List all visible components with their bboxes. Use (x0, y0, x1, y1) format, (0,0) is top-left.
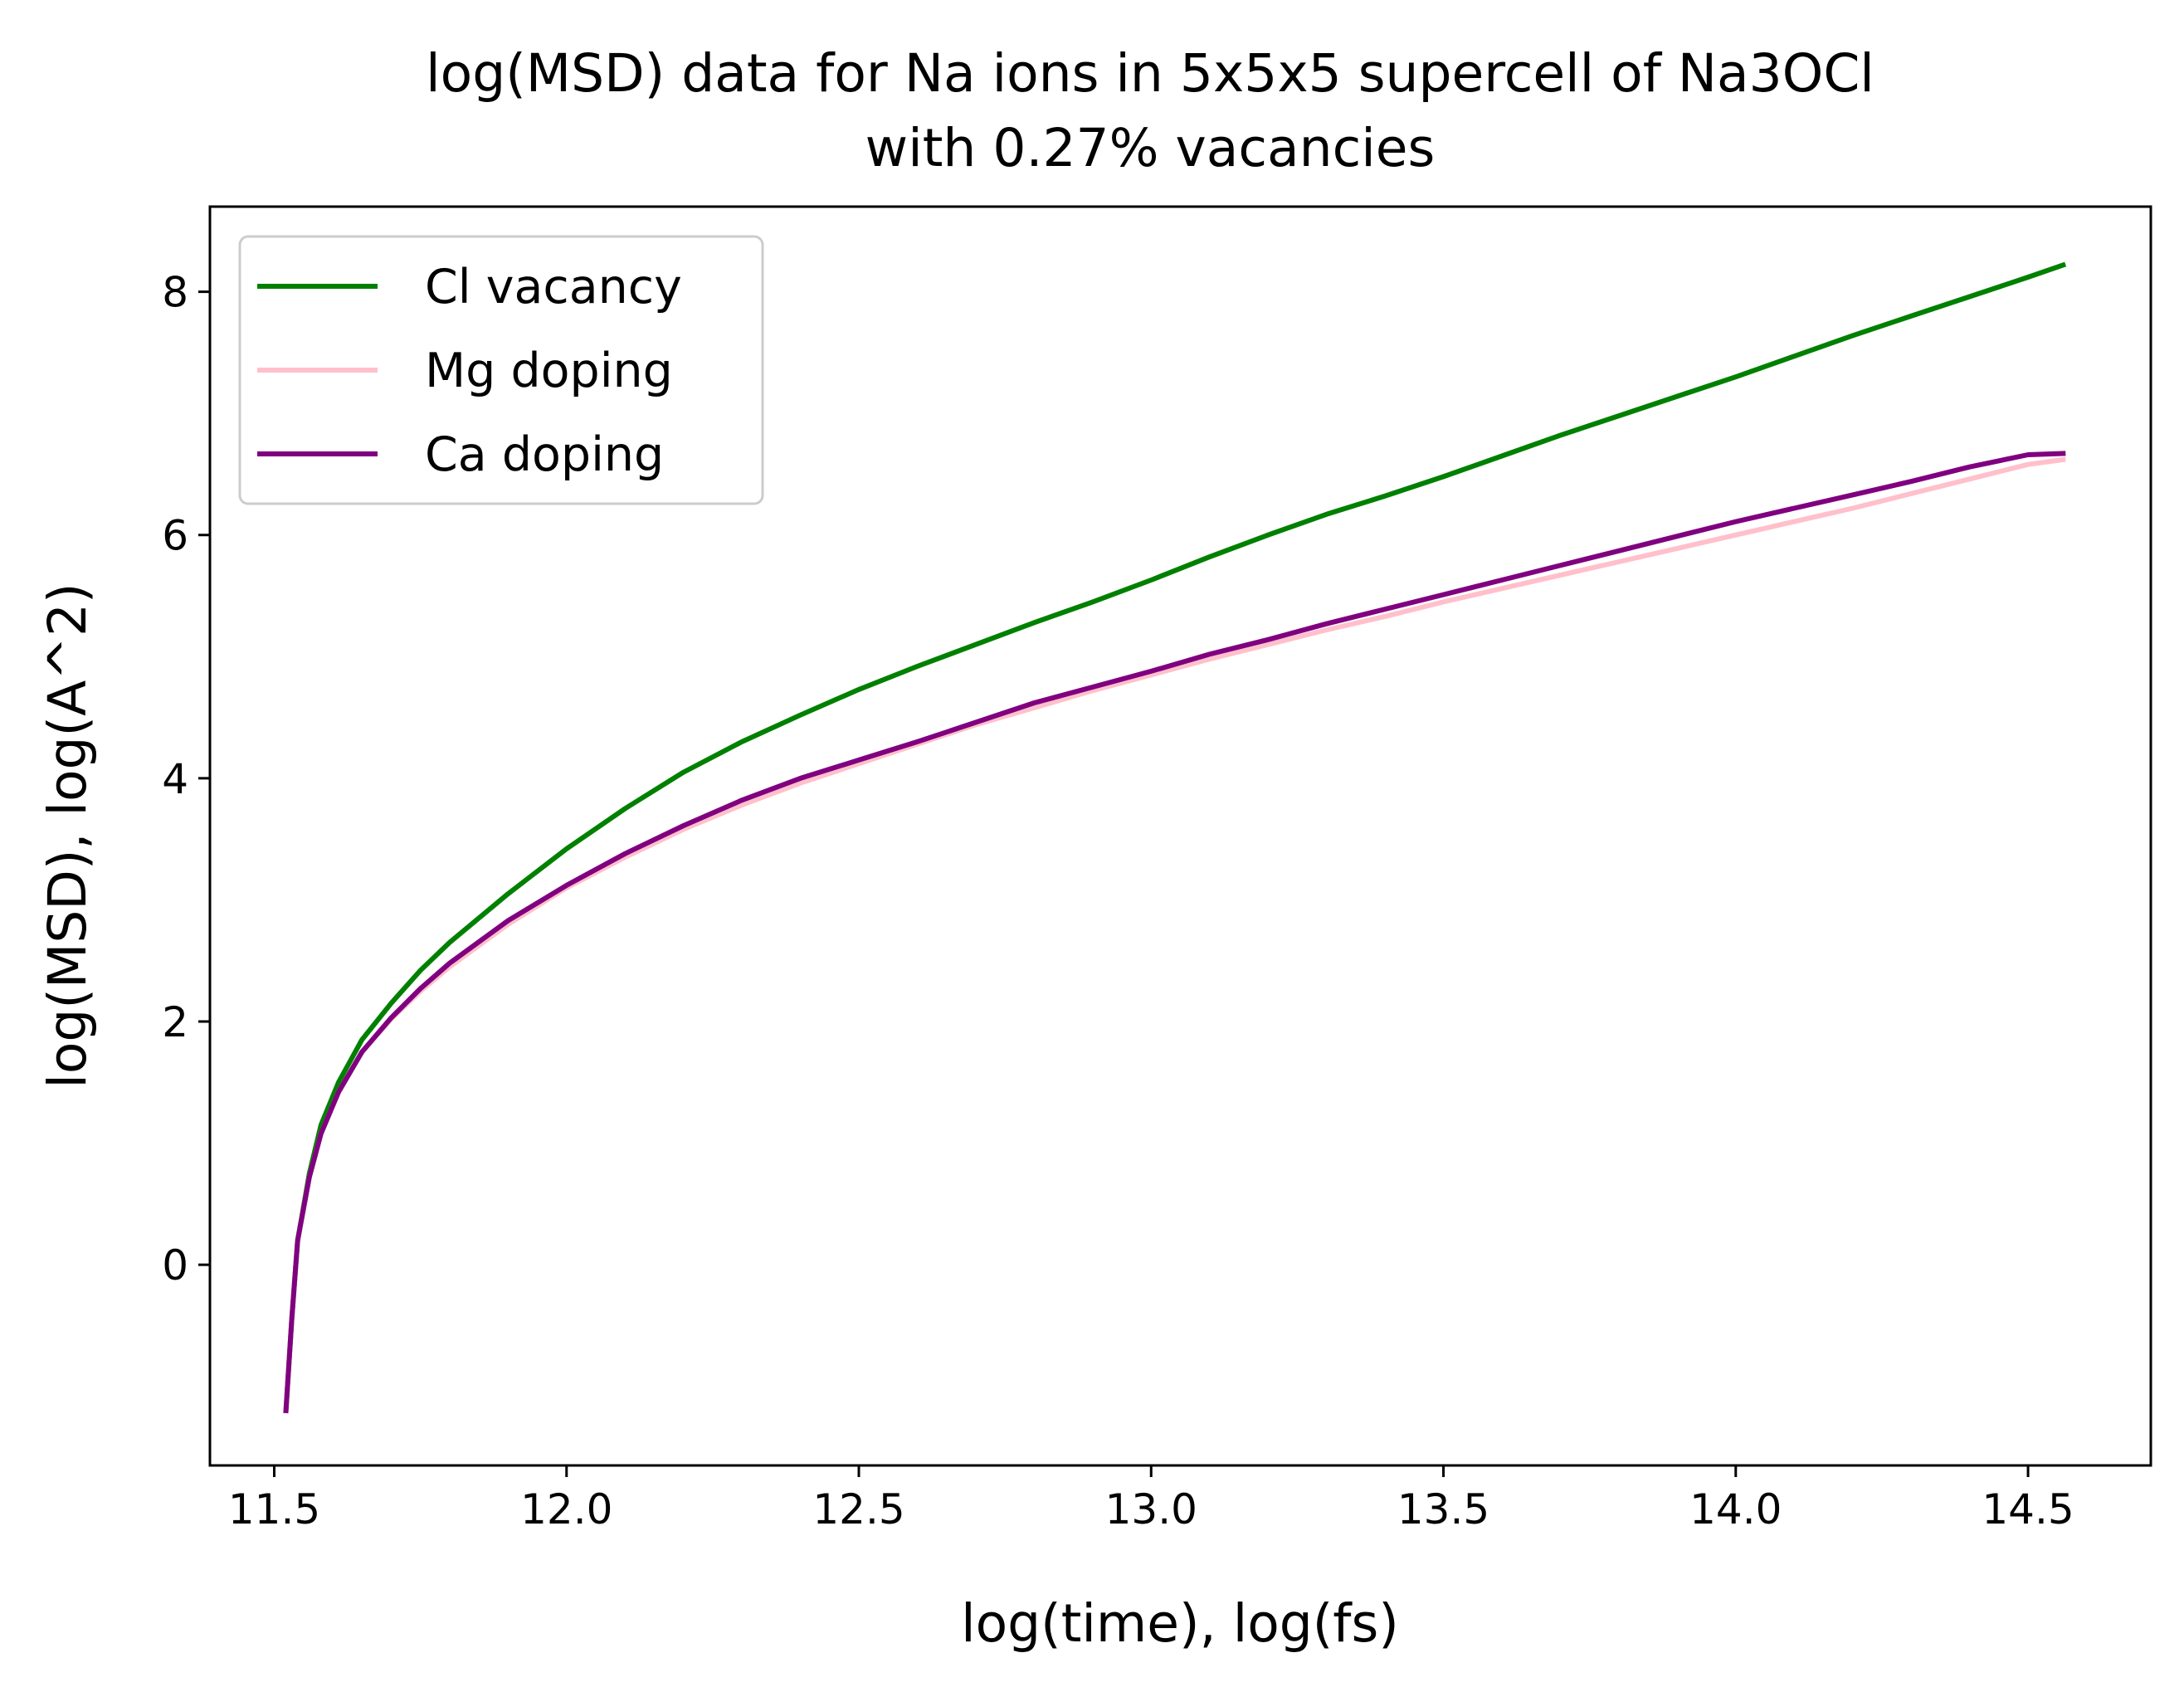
y-tick-label: 0 (162, 1241, 188, 1290)
y-tick-label: 4 (162, 755, 188, 803)
legend-label-2: Mg doping (425, 344, 673, 398)
x-tick-label: 12.5 (812, 1485, 904, 1533)
legend-box (238, 235, 764, 505)
x-tick-label: 14.0 (1689, 1485, 1782, 1533)
legend-label-1: Cl vacancy (425, 260, 682, 314)
y-tick-label: 8 (162, 269, 188, 317)
y-axis-ticks: 0 2 4 6 8 (162, 269, 210, 1290)
y-axis-label: log(MSD), log(A^2) (37, 583, 98, 1088)
x-tick-label: 14.5 (1982, 1485, 2074, 1533)
chart-title-line-1: log(MSD) data for Na ions in 5x5x5 super… (426, 43, 1874, 104)
x-tick-label: 13.5 (1397, 1485, 1489, 1533)
y-tick-label: 2 (162, 998, 188, 1046)
x-axis-label: log(time), log(fs) (961, 1593, 1399, 1654)
series-layer (283, 261, 2067, 1414)
x-tick-label: 12.0 (520, 1485, 612, 1533)
legend-label-3: Ca doping (425, 427, 664, 482)
x-axis-ticks: 11.5 12.0 12.5 13.0 13.5 14.0 14.5 (228, 1465, 2074, 1533)
series-line-3 (283, 451, 2066, 1414)
chart-title-line-2: with 0.27% vacancies (865, 118, 1436, 178)
x-tick-label: 13.0 (1105, 1485, 1197, 1533)
legend: Cl vacancy Mg doping Ca doping (238, 235, 764, 505)
y-tick-label: 6 (162, 512, 188, 560)
x-tick-label: 11.5 (228, 1485, 320, 1533)
plot-area-frame (208, 205, 2152, 1467)
series-line-1 (283, 261, 2067, 1414)
